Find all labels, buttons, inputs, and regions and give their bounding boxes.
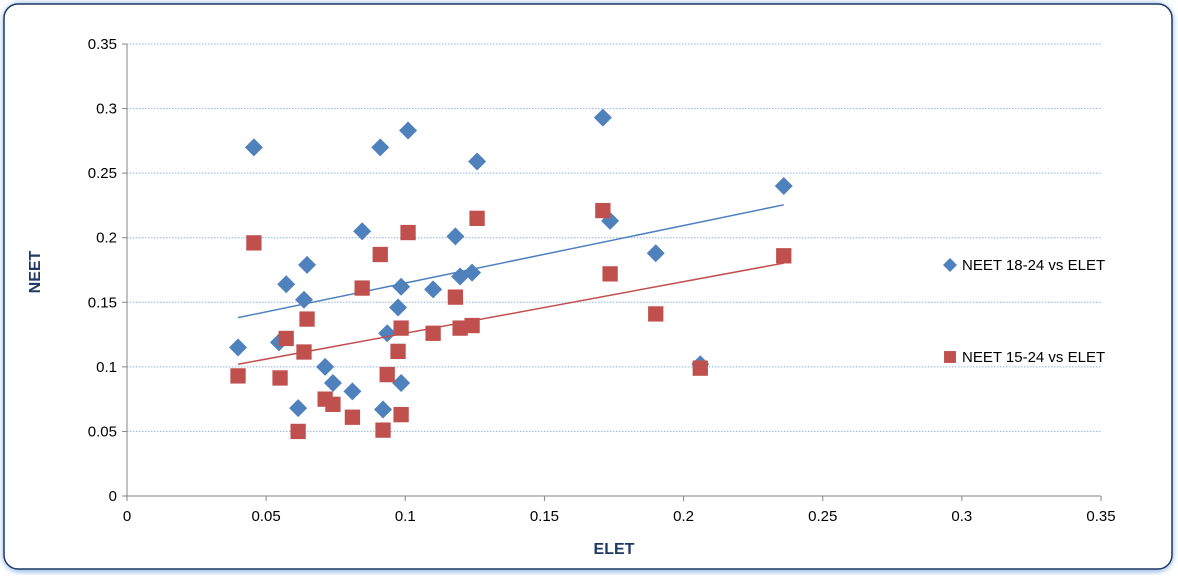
- x-tick-label: 0.05: [252, 508, 281, 525]
- y-tick-label: 0.25: [88, 165, 117, 182]
- point: [446, 227, 465, 246]
- legend-label: NEET 15-24 vs ELET: [962, 349, 1105, 366]
- point: [393, 406, 409, 423]
- point: [353, 222, 372, 241]
- frame: [3, 3, 1173, 570]
- point: [325, 396, 341, 412]
- point: [379, 366, 395, 383]
- point: [278, 330, 294, 347]
- point: [776, 248, 792, 264]
- point: [371, 138, 390, 157]
- x-tick-label: 0.25: [808, 508, 837, 525]
- point: [468, 152, 487, 171]
- point: [375, 422, 391, 438]
- point: [424, 280, 443, 299]
- x-tick-label: 0.35: [1086, 508, 1115, 525]
- legend-label: NEET 18-24 vs ELET: [962, 257, 1105, 274]
- point: [692, 360, 708, 376]
- point: [316, 357, 335, 376]
- point: [593, 108, 612, 127]
- point: [374, 400, 393, 419]
- trendline: [237, 204, 784, 319]
- x-tick-label: 0.1: [395, 508, 416, 525]
- point: [272, 370, 288, 386]
- y-tick-label: 0.05: [88, 423, 117, 440]
- y-tick-label: 0.35: [88, 36, 117, 53]
- point: [393, 320, 409, 336]
- point: [774, 177, 793, 196]
- point: [244, 138, 263, 157]
- point: [447, 289, 464, 305]
- x-tick-label: 0.2: [673, 508, 694, 525]
- y-tick-label: 0.3: [96, 101, 117, 118]
- y-tick-label: 0.1: [96, 359, 117, 376]
- legend-marker: [943, 258, 957, 272]
- point: [229, 338, 248, 357]
- point: [299, 311, 315, 327]
- y-tick-label: 0.15: [88, 294, 117, 311]
- point: [230, 368, 246, 384]
- point: [277, 275, 296, 294]
- x-tick-label: 0.3: [951, 508, 972, 525]
- y-tick-label: 0.2: [96, 230, 117, 247]
- point: [392, 374, 411, 392]
- point: [400, 224, 416, 241]
- y-tick-label: 0: [109, 488, 117, 505]
- point: [344, 409, 361, 425]
- point: [399, 121, 418, 140]
- point: [595, 202, 611, 219]
- point: [290, 423, 306, 440]
- x-tick-label: 0: [123, 508, 131, 525]
- point: [389, 298, 408, 317]
- point: [469, 210, 485, 226]
- point: [354, 280, 370, 296]
- point: [246, 235, 262, 251]
- point: [646, 244, 665, 263]
- point: [390, 343, 406, 360]
- trendline: [237, 262, 784, 366]
- point: [289, 399, 308, 418]
- point: [602, 266, 618, 282]
- point: [648, 306, 664, 322]
- point: [343, 382, 362, 401]
- point: [298, 255, 317, 274]
- x-tick-label: 0.15: [530, 508, 559, 525]
- y-axis-title: NEET: [27, 250, 44, 293]
- x-axis-title: ELET: [594, 541, 635, 558]
- point: [372, 246, 388, 263]
- legend-marker: [944, 351, 956, 363]
- point: [323, 374, 342, 392]
